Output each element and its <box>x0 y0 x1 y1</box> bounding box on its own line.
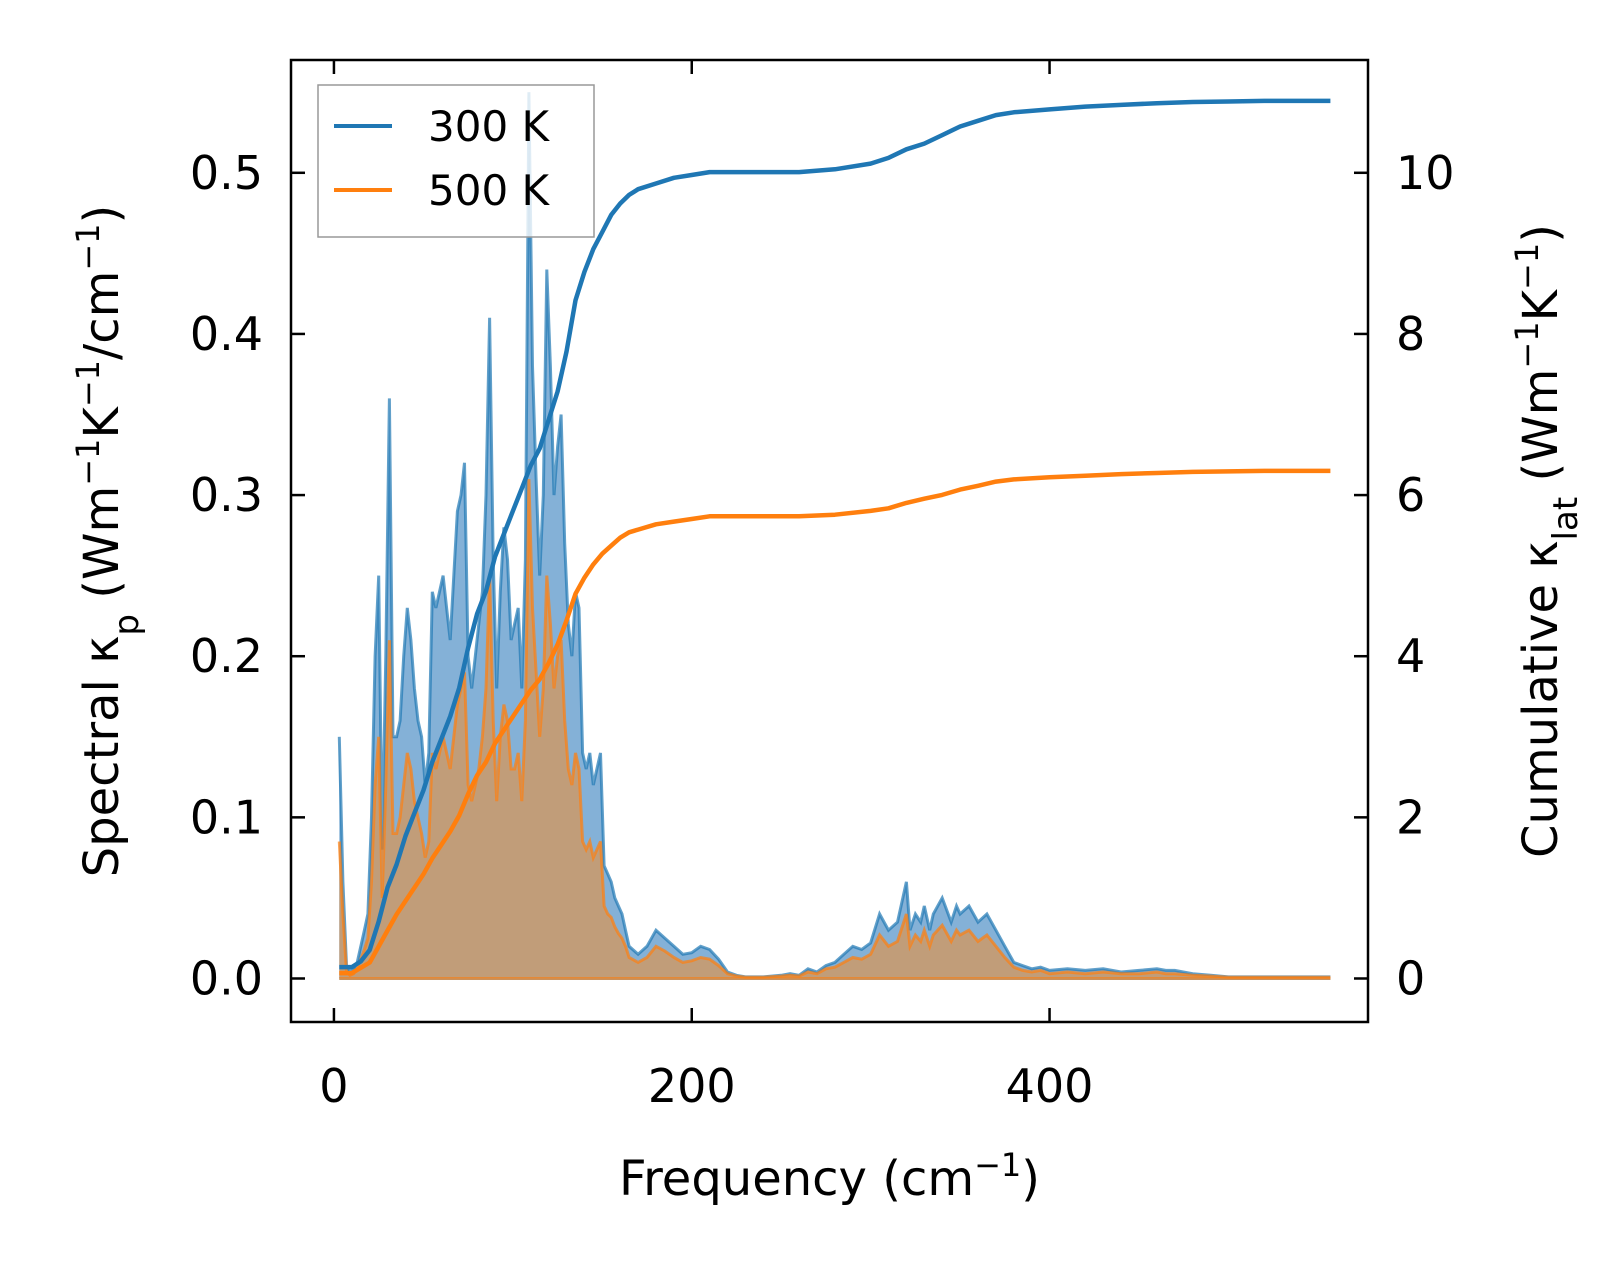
left-y-tick-label: 0.5 <box>190 146 263 200</box>
cumulative-line-1 <box>339 468 1331 976</box>
right-y-tick-label: 6 <box>1396 468 1425 522</box>
right-y-tick-label: 10 <box>1396 146 1455 200</box>
x-tick-label: 200 <box>648 1059 736 1113</box>
left-y-tick-label: 0.1 <box>190 790 263 844</box>
right-y-tick-label: 2 <box>1396 790 1425 844</box>
legend: 300 K 500 K <box>317 84 595 238</box>
x-axis-ticks: 0 200 400 <box>319 60 1093 1113</box>
left-y-tick-label: 0.0 <box>190 951 263 1005</box>
x-tick-label: 0 <box>319 1059 348 1113</box>
right-y-tick-label: 0 <box>1396 951 1425 1005</box>
x-tick-label: 400 <box>1006 1059 1094 1113</box>
left-y-axis-label: Spectral κp (Wm−1K−1/cm−1) <box>69 205 147 878</box>
right-y-axis-label: Cumulative κlat (Wm−1K−1) <box>1508 224 1586 858</box>
cumulative-line-0 <box>339 98 1331 970</box>
spectral-line-1 <box>337 478 1331 979</box>
cumulative-lines <box>339 98 1331 976</box>
x-axis-label: Frequency (cm−1) <box>619 1146 1040 1207</box>
spectral-area-1 <box>339 479 1331 979</box>
right-y-tick-label: 8 <box>1396 307 1425 361</box>
right-y-tick-label: 4 <box>1396 629 1425 683</box>
legend-label-300k: 300 K <box>428 102 551 151</box>
plot-frame <box>289 58 1370 1024</box>
legend-box <box>317 84 595 238</box>
right-y-axis-ticks: 0 2 4 6 8 10 <box>1354 146 1455 1005</box>
legend-label-500k: 500 K <box>428 166 551 215</box>
left-y-tick-label: 0.3 <box>190 468 263 522</box>
left-y-axis-ticks: 0.0 0.1 0.2 0.3 0.4 0.5 <box>190 146 305 1005</box>
left-y-tick-label: 0.4 <box>190 307 263 361</box>
left-y-tick-label: 0.2 <box>190 629 263 683</box>
